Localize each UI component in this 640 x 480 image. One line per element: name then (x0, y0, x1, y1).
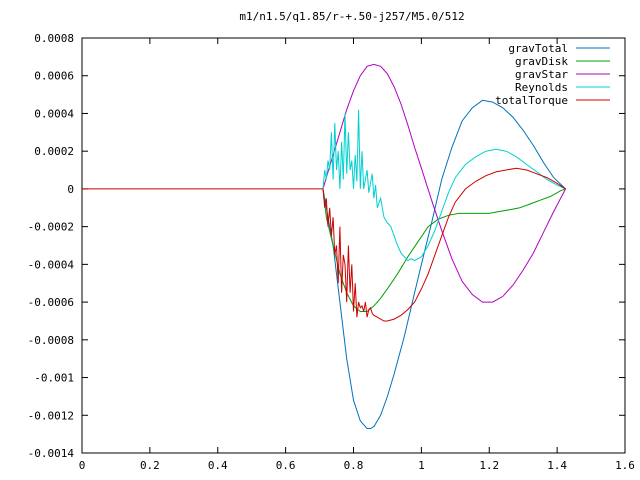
y-tick-label: -0.0004 (28, 258, 75, 271)
y-tick-label: -0.0012 (28, 409, 74, 422)
x-tick-label: 0.4 (208, 459, 228, 472)
series-layer (82, 63, 567, 429)
x-tick-label: 1 (418, 459, 425, 472)
y-tick-label: -0.0014 (28, 447, 75, 460)
chart-title: m1/n1.5/q1.85/r-+.50-j257/M5.0/512 (239, 10, 464, 23)
y-tick-label: 0.0002 (34, 145, 74, 158)
x-tick-label: 1.4 (547, 459, 567, 472)
y-tick-label: -0.0006 (28, 296, 74, 309)
y-tick-label: 0.0006 (34, 70, 74, 83)
legend-label: gravTotal (508, 42, 568, 55)
y-tick-label: -0.0002 (28, 221, 74, 234)
x-tick-label: 0.2 (140, 459, 160, 472)
legend-label: gravStar (515, 68, 568, 81)
y-axis-ticks: 0.0008 0.0006 0.0004 0.0002 0 -0.0002 -0.0004 -… (28, 32, 625, 460)
legend: gravTotalgravDiskgravStarReynoldstotalTo… (495, 42, 610, 107)
y-tick-label: 0.0004 (34, 107, 74, 120)
legend-label: gravDisk (515, 55, 568, 68)
y-tick-label: 0 (67, 183, 74, 196)
y-tick-label: -0.0008 (28, 334, 74, 347)
series-line-reynolds (322, 109, 566, 262)
legend-label: Reynolds (515, 81, 568, 94)
series-line-gravstar (322, 63, 567, 303)
y-tick-label: -0.001 (34, 372, 74, 385)
series-line-totaltorque (82, 167, 566, 322)
x-axis-ticks: 0 0.2 0.4 0.6 0.8 1 1.2 1.4 1.6 (79, 38, 635, 472)
series-line-gravdisk (322, 188, 566, 312)
x-tick-label: 1.2 (479, 459, 499, 472)
x-tick-label: 1.6 (615, 459, 635, 472)
y-tick-label: 0.0008 (34, 32, 74, 45)
legend-label: totalTorque (495, 94, 568, 107)
x-tick-label: 0.8 (344, 459, 364, 472)
x-tick-label: 0 (79, 459, 86, 472)
x-tick-label: 0.6 (276, 459, 296, 472)
series-line-gravtotal (322, 99, 566, 429)
